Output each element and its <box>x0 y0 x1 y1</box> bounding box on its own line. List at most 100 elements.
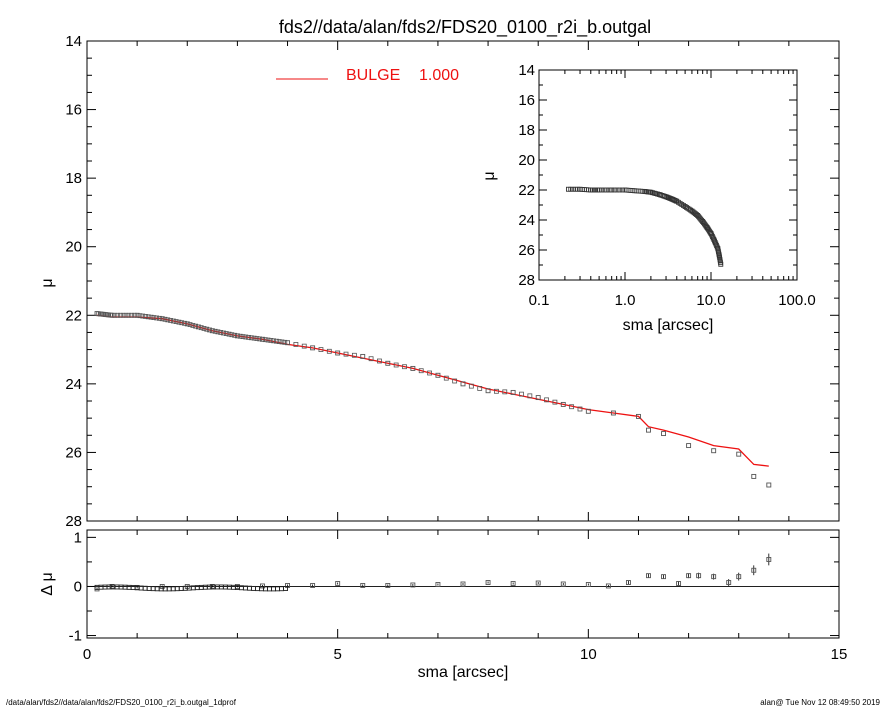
data-point <box>140 313 146 319</box>
data-point <box>265 337 271 343</box>
inset-data-point <box>673 198 679 204</box>
main-series <box>94 311 772 488</box>
inset-data-point <box>713 241 719 247</box>
data-point <box>129 312 134 318</box>
residual-point <box>686 573 692 579</box>
residual-point <box>726 580 732 585</box>
data-point <box>385 360 391 366</box>
residual-point <box>410 582 416 588</box>
inset-data-point <box>606 187 612 193</box>
residual-point <box>267 586 272 592</box>
data-point <box>326 348 332 354</box>
data-point <box>115 312 121 318</box>
inset-ytick-label: 14 <box>518 62 535 79</box>
main-ytick-label: 24 <box>65 376 82 393</box>
residual-point <box>335 581 341 586</box>
data-point <box>585 408 591 414</box>
inset-data-point <box>714 244 720 250</box>
footer-filepath: /data/alan/fds2//data/alan/fds2/FDS20_01… <box>6 698 237 707</box>
residual-point <box>202 584 208 590</box>
data-point <box>435 372 441 378</box>
residual-point <box>146 586 152 591</box>
inset-data-point <box>609 187 615 193</box>
residual-point <box>435 582 441 587</box>
inset-plot: 0.1 1.0 10.0 100.0 14 16 18 20 22 24 26 28 sma [arc… <box>481 62 816 334</box>
data-point <box>427 370 432 376</box>
data-point <box>168 318 173 323</box>
data-point <box>190 322 196 328</box>
data-point <box>182 320 187 326</box>
data-point <box>335 350 341 356</box>
data-point <box>148 314 154 320</box>
data-point <box>494 388 499 394</box>
data-point <box>402 364 407 370</box>
main-ytick-label: 26 <box>65 444 82 461</box>
inset-data-point <box>710 234 715 239</box>
residual-point <box>625 580 631 585</box>
residual-point <box>118 584 124 590</box>
inset-data-point <box>611 187 617 193</box>
inset-data-point <box>712 238 718 244</box>
data-point <box>410 365 416 371</box>
residual-point <box>736 574 742 580</box>
data-point <box>418 368 424 374</box>
legend-label: BULGE <box>346 67 400 84</box>
inset-data-point <box>714 243 719 248</box>
residual-ytick-label: 1 <box>74 529 82 546</box>
data-point <box>170 318 176 324</box>
residual-plot-frame <box>86 529 840 639</box>
legend: BULGE 1.000 <box>276 67 459 84</box>
data-point <box>560 401 566 407</box>
chart-title: fds2//data/alan/fds2/FDS20_0100_r2i_b.ou… <box>279 17 651 38</box>
main-ytick-label: 22 <box>65 307 82 324</box>
data-point <box>118 312 123 318</box>
residual-point <box>178 586 184 591</box>
data-point <box>293 342 299 347</box>
data-point <box>254 336 260 341</box>
main-ytick-label: 16 <box>65 102 82 119</box>
inset-xlabel: sma [arcsec] <box>623 317 714 334</box>
data-point <box>544 397 549 403</box>
residual-point <box>250 585 256 591</box>
data-point <box>535 395 541 401</box>
inset-ticks: 0.1 1.0 10.0 100.0 14 16 18 20 22 24 26 28 <box>518 62 815 309</box>
residual-point <box>510 581 516 586</box>
residual-xtick-label: 5 <box>333 646 341 663</box>
residual-point <box>766 557 772 562</box>
residual-point <box>226 584 232 590</box>
inset-data-point <box>698 216 704 222</box>
residual-point <box>230 584 236 590</box>
data-point <box>552 399 558 405</box>
data-point <box>154 315 160 321</box>
inset-ytick-label: 16 <box>518 92 535 109</box>
data-point <box>232 332 238 338</box>
residual-point <box>166 586 172 592</box>
inset-plot-frame <box>538 69 798 281</box>
inset-data-point <box>659 192 665 198</box>
residual-point <box>109 584 115 589</box>
data-point <box>751 473 757 479</box>
residual-point <box>170 586 176 592</box>
data-point <box>165 317 171 323</box>
data-point <box>145 314 151 320</box>
data-point <box>251 335 257 341</box>
data-point <box>260 336 265 342</box>
residual-point <box>485 580 491 585</box>
data-point <box>711 448 717 454</box>
main-ytick-label: 18 <box>65 170 82 187</box>
residual-point <box>126 584 132 590</box>
inset-data-point <box>575 186 581 192</box>
data-point <box>184 321 190 327</box>
inset-data-point <box>604 187 610 193</box>
data-point <box>173 319 179 324</box>
model-line <box>96 314 769 467</box>
main-plot: 14 16 18 20 22 24 26 28 μ <box>39 33 840 530</box>
legend-value: 1.000 <box>419 67 459 84</box>
inset-ytick-label: 22 <box>518 182 535 199</box>
data-point <box>468 383 474 389</box>
data-point <box>207 327 212 333</box>
residual-xtick-label: 10 <box>580 646 597 663</box>
inset-ytick-label: 26 <box>518 242 535 259</box>
data-point <box>137 313 143 319</box>
